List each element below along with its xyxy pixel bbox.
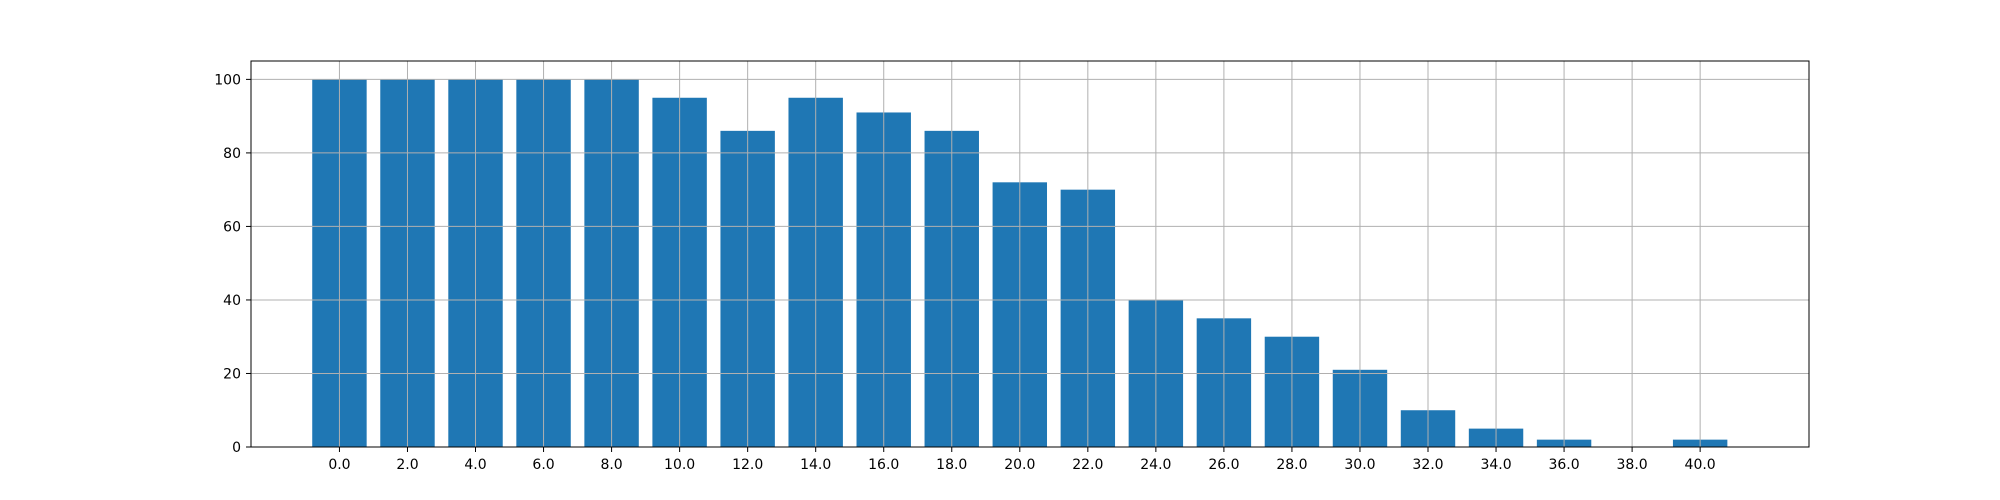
x-tick-label-26.0: 26.0 — [1208, 457, 1239, 473]
x-tick-label-10.0: 10.0 — [664, 457, 695, 473]
x-tick-label-24.0: 24.0 — [1140, 457, 1171, 473]
x-tick-label-2.0: 2.0 — [396, 457, 418, 473]
axes-frame — [250, 60, 1810, 448]
x-tick-label-30.0: 30.0 — [1344, 457, 1375, 473]
x-tick-label-38.0: 38.0 — [1617, 457, 1648, 473]
x-tick-label-28.0: 28.0 — [1276, 457, 1307, 473]
x-tick-label-4.0: 4.0 — [464, 457, 486, 473]
axis-ticks: 0.0 2.0 4.0 6.0 8.0 10.0 12.0 14.0 16.0 18.0 20.0 2… — [214, 72, 1715, 473]
x-tick-label-8.0: 8.0 — [600, 457, 622, 473]
x-tick-label-6.0: 6.0 — [532, 457, 554, 473]
x-tick-label-40.0: 40.0 — [1685, 457, 1716, 473]
x-tick-label-0.0: 0.0 — [328, 457, 350, 473]
x-tick-label-14.0: 14.0 — [800, 457, 831, 473]
y-tick-label-20: 20 — [223, 366, 241, 382]
y-tick-label-100: 100 — [214, 72, 241, 88]
x-tick-label-22.0: 22.0 — [1072, 457, 1103, 473]
bars — [251, 61, 1809, 448]
x-tick-label-20.0: 20.0 — [1004, 457, 1035, 473]
x-tick-label-32.0: 32.0 — [1412, 457, 1443, 473]
x-tick-label-16.0: 16.0 — [868, 457, 899, 473]
x-tick-label-18.0: 18.0 — [936, 457, 967, 473]
y-tick-label-60: 60 — [223, 219, 241, 235]
x-tick-label-34.0: 34.0 — [1480, 457, 1511, 473]
y-tick-label-80: 80 — [223, 146, 241, 162]
y-tick-label-40: 40 — [223, 293, 241, 309]
x-tick-label-36.0: 36.0 — [1548, 457, 1579, 473]
y-tick-label-0: 0 — [232, 440, 241, 456]
x-tick-label-12.0: 12.0 — [732, 457, 763, 473]
